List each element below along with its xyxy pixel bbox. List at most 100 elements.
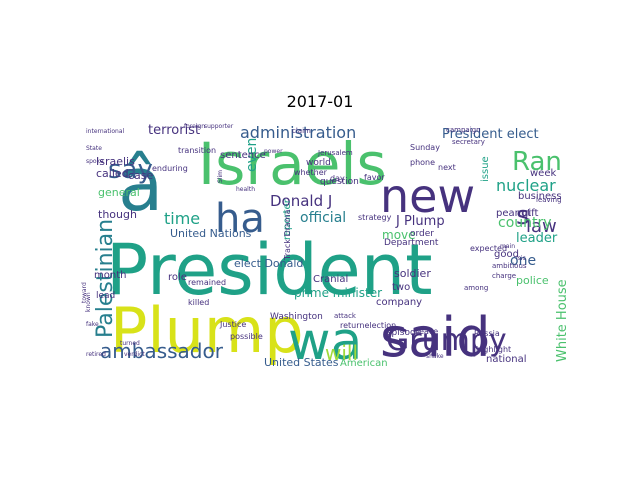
word-35: called xyxy=(96,167,129,180)
word-95: foreign xyxy=(184,123,205,130)
word-102: power xyxy=(264,148,283,155)
word-59: Washington xyxy=(270,312,323,322)
word-14: Donald J xyxy=(270,192,332,210)
word-46: two xyxy=(392,282,410,293)
word-19: nuclear xyxy=(496,176,556,195)
word-76: possible xyxy=(230,332,263,341)
word-3: new xyxy=(380,169,475,223)
word-72: returnelection xyxy=(340,321,396,330)
word-67: favor xyxy=(364,173,385,182)
word-56: lead xyxy=(96,291,115,301)
word-87: attack xyxy=(334,312,357,320)
word-6: wa xyxy=(288,312,362,367)
word-55: national xyxy=(486,354,527,365)
word-43: reporter xyxy=(282,198,293,240)
word-32: United Nations xyxy=(170,227,252,240)
word-47: business xyxy=(518,191,562,202)
word-84: expected xyxy=(470,244,507,253)
word-89: charge xyxy=(492,272,516,280)
word-105: Slim xyxy=(217,170,224,183)
word-41: role xyxy=(168,272,187,283)
word-4: ha xyxy=(215,196,265,242)
chart-title: 2017-01 xyxy=(286,92,354,111)
word-77: killed xyxy=(188,298,209,307)
word-54: American xyxy=(340,358,388,367)
word-36: case xyxy=(128,169,154,182)
word-74: Russia xyxy=(474,329,500,338)
word-96: supporter xyxy=(204,123,234,130)
word-16: s xyxy=(516,201,530,231)
word-18: ambassador xyxy=(100,339,224,363)
word-81: claim xyxy=(292,127,311,135)
word-70: next xyxy=(438,163,456,172)
word-75: highlight xyxy=(476,345,511,354)
word-10: administration xyxy=(240,123,356,142)
word-34: Israelis xyxy=(96,155,135,168)
word-103: among xyxy=(464,284,488,292)
word-2: â xyxy=(118,142,163,228)
word-53: police xyxy=(516,274,549,287)
word-73: peace xyxy=(414,327,438,336)
word-90: retired xyxy=(86,351,106,358)
word-37: general xyxy=(98,186,140,199)
word-78: enduring xyxy=(152,164,188,173)
word-101: shake xyxy=(426,353,444,360)
word-68: Sunday xyxy=(410,143,440,152)
word-27: move xyxy=(382,228,416,242)
word-1: Israels xyxy=(198,130,387,198)
word-107: fake xyxy=(86,321,99,328)
word-100: main xyxy=(500,243,515,250)
word-33: United States xyxy=(264,356,339,367)
word-9: say xyxy=(108,155,153,185)
word-42: soldier xyxy=(394,267,431,280)
word-39: sentence xyxy=(220,150,266,161)
word-91: turned xyxy=(120,340,140,347)
word-20: country xyxy=(498,215,552,231)
word-71: strategy xyxy=(358,213,392,222)
word-25: leader xyxy=(516,231,558,246)
word-65: whether xyxy=(294,168,328,177)
word-23: even xyxy=(244,138,260,172)
word-61: Department xyxy=(384,238,439,248)
word-30: White House xyxy=(555,279,570,362)
word-8: Palestinian xyxy=(93,219,118,338)
word-93: toward xyxy=(81,282,88,303)
word-13: Ran xyxy=(512,147,562,177)
word-5: Plump xyxy=(110,294,304,367)
word-12: President elect xyxy=(442,127,539,142)
word-51: week xyxy=(530,168,556,179)
word-22: time xyxy=(164,209,200,228)
word-11: terrorist xyxy=(148,123,200,138)
word-69: phone xyxy=(410,158,435,167)
word-31: elect Donald xyxy=(234,257,303,270)
word-21: official xyxy=(300,210,346,226)
word-0: President xyxy=(106,229,433,311)
word-40: month xyxy=(94,270,126,281)
word-99: international xyxy=(86,128,125,135)
word-49: gift xyxy=(522,208,538,219)
word-57: world xyxy=(306,158,331,168)
word-66: day xyxy=(330,174,345,183)
word-106: Isis xyxy=(516,255,526,262)
word-38: though xyxy=(98,208,137,221)
word-92: known xyxy=(85,292,92,312)
word-28: prime minister xyxy=(294,286,382,300)
word-50: issue xyxy=(480,156,491,182)
word-97: State xyxy=(86,145,102,152)
word-58: question xyxy=(320,177,359,187)
word-29: one xyxy=(510,253,536,269)
word-62: order xyxy=(410,229,434,239)
word-98: spoke xyxy=(86,158,104,165)
word-94: verdict xyxy=(124,351,145,358)
word-48: peanut xyxy=(496,208,531,219)
word-86: secretary xyxy=(452,138,485,146)
word-79: remained xyxy=(188,278,226,287)
word-82: Jerusalem xyxy=(317,149,353,157)
word-15: Grumpy xyxy=(386,323,507,358)
word-64: Track Drama xyxy=(283,209,292,261)
word-80: transition xyxy=(178,146,216,155)
word-85: leaving xyxy=(536,196,562,204)
word-88: ambitious xyxy=(492,262,527,270)
word-63: Justice xyxy=(219,320,246,329)
